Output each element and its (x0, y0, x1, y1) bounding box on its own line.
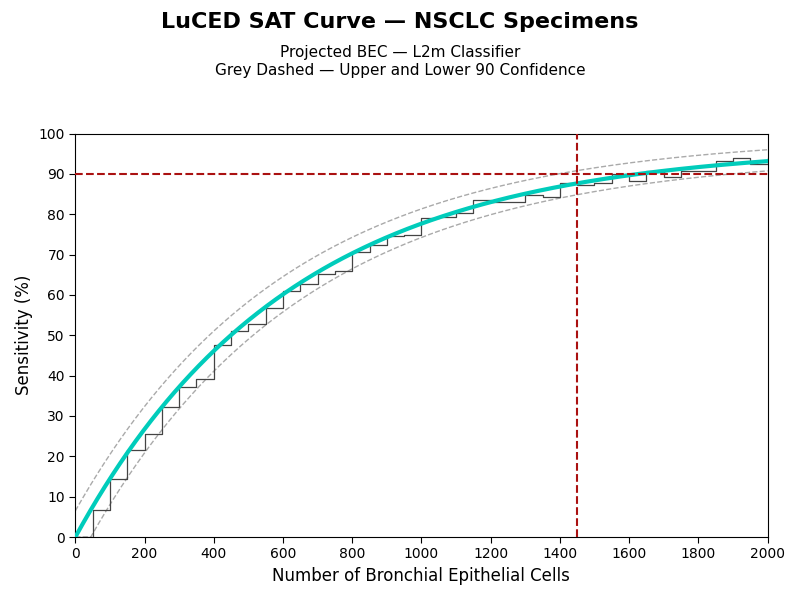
Text: Grey Dashed — Upper and Lower 90 Confidence: Grey Dashed — Upper and Lower 90 Confide… (214, 63, 586, 78)
Text: LuCED SAT Curve — NSCLC Specimens: LuCED SAT Curve — NSCLC Specimens (162, 12, 638, 32)
X-axis label: Number of Bronchial Epithelial Cells: Number of Bronchial Epithelial Cells (273, 567, 570, 585)
Text: Projected BEC — L2m Classifier: Projected BEC — L2m Classifier (280, 45, 520, 60)
Y-axis label: Sensitivity (%): Sensitivity (%) (15, 275, 33, 395)
